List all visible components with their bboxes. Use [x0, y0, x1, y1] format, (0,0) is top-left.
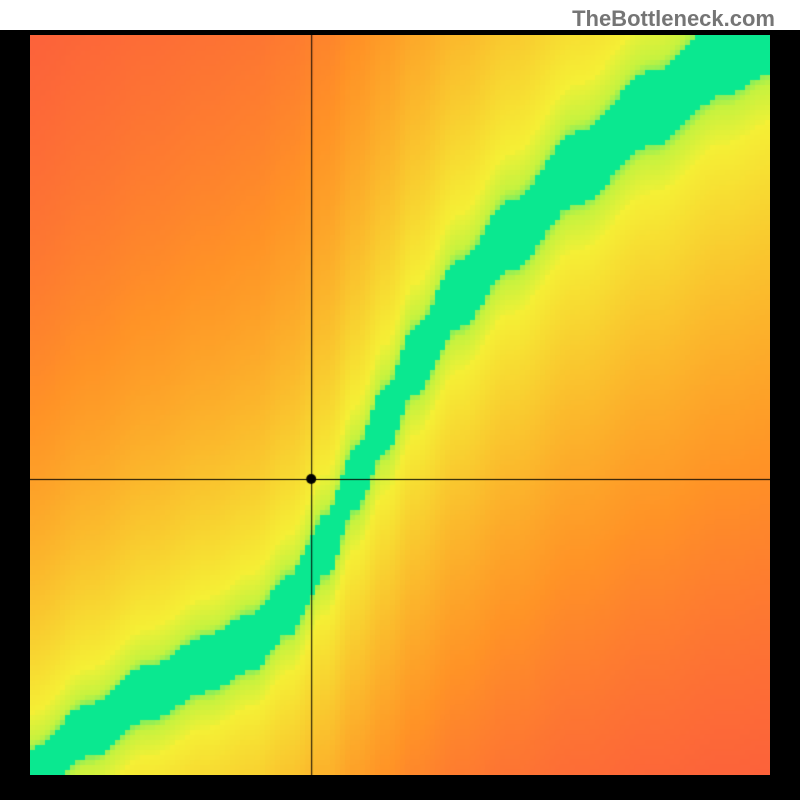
bottleneck-heatmap — [30, 35, 770, 775]
watermark-text: TheBottleneck.com — [572, 6, 775, 32]
